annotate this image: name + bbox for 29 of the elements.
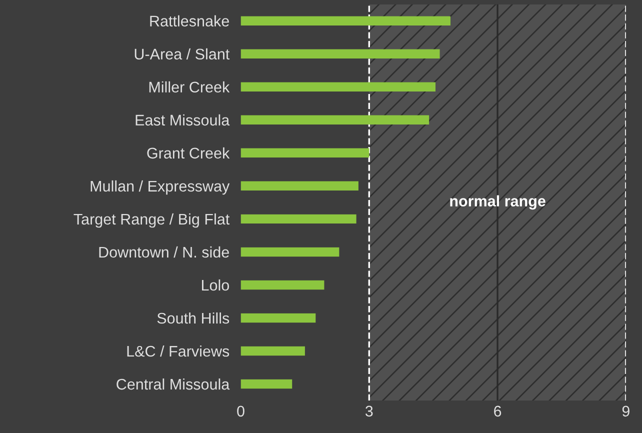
x-tick-label: 0 (237, 406, 244, 417)
y-tick-label: Target Range / Big Flat (74, 213, 230, 228)
y-tick-label: Miller Creek (149, 81, 230, 93)
y-tick-label: Mullan / Expressway (90, 180, 230, 195)
bar (240, 313, 316, 323)
y-tick-label: South Hills (157, 312, 230, 324)
bar (240, 280, 324, 290)
bar (240, 379, 292, 389)
y-tick-label: East Missoula (136, 114, 230, 126)
bar (240, 346, 305, 356)
bar (240, 247, 340, 257)
y-tick-label: Central Missoula (116, 378, 230, 390)
bar (240, 214, 356, 224)
y-tick-label: L&C / Farviews (127, 345, 230, 357)
bar (240, 181, 358, 191)
x-tick-label: 9 (622, 406, 630, 417)
x-tick-label: 3 (365, 406, 373, 417)
y-tick-label: Grant Creek (147, 147, 230, 159)
band-label: normal range (450, 195, 546, 210)
bar (240, 16, 450, 26)
bar (240, 82, 436, 92)
y-tick-label: U-Area / Slant (134, 48, 230, 60)
bar (240, 115, 430, 125)
bar (240, 49, 440, 58)
y-tick-label: Downtown / N. side (99, 246, 229, 258)
y-tick-label: Lolo (202, 279, 229, 291)
y-tick-label: Rattlesnake (150, 15, 229, 27)
bar (240, 148, 370, 158)
x-tick-label: 6 (494, 406, 502, 417)
